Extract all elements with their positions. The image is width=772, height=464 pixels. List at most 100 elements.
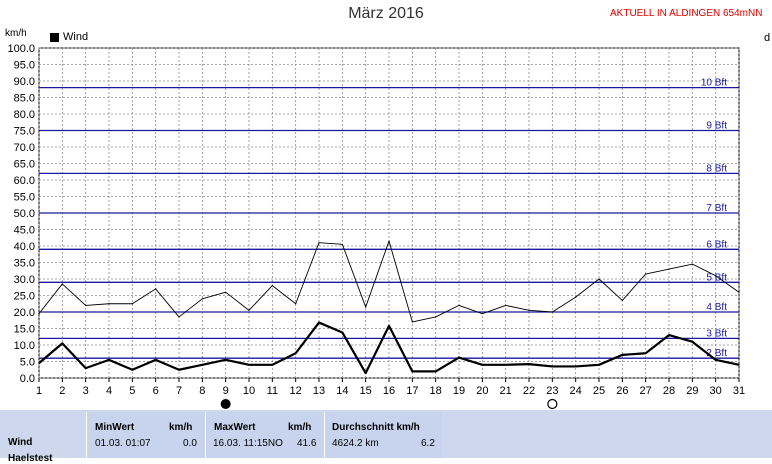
stats-row-label-2: Haelstest xyxy=(8,453,53,464)
x-tick-label: 28 xyxy=(663,385,675,397)
beaufort-label: 3 Bft xyxy=(706,328,727,339)
data-point-gust xyxy=(621,299,623,302)
beaufort-label: 7 Bft xyxy=(706,203,727,214)
y-axis-unit: km/h xyxy=(5,28,27,39)
x-tick-label: 6 xyxy=(153,385,159,397)
right-panel-fragment: d xyxy=(764,32,771,44)
x-tick-label: 29 xyxy=(686,385,698,397)
data-point-gust xyxy=(61,283,63,285)
y-tick-label: 85.0 xyxy=(14,93,35,105)
x-tick-label: 7 xyxy=(176,385,182,397)
beaufort-label: 5 Bft xyxy=(706,272,727,283)
x-tick-label: 12 xyxy=(290,385,302,397)
data-point-wind xyxy=(318,321,320,324)
data-point-gust xyxy=(738,291,740,293)
y-tick-label: 60.0 xyxy=(14,175,35,187)
x-tick-label: 8 xyxy=(199,385,205,397)
data-point-gust xyxy=(691,263,693,265)
x-tick-label: 20 xyxy=(476,385,488,397)
data-point-wind xyxy=(225,359,227,361)
data-point-gust xyxy=(528,309,530,311)
stats-panel: Wind Haelstest MinWert km/h 01.03. 01:07… xyxy=(0,410,772,464)
legend: Wind xyxy=(50,31,88,43)
avg-value: 6.2 xyxy=(421,438,435,449)
data-point-wind xyxy=(551,365,553,368)
min-value: 0.0 xyxy=(183,438,197,449)
data-point-wind xyxy=(458,356,460,359)
data-point-wind xyxy=(715,359,717,361)
data-point-wind xyxy=(248,364,250,366)
x-tick-label: 1 xyxy=(36,385,42,397)
full-moon-icon xyxy=(547,398,558,410)
y-tick-label: 95.0 xyxy=(14,60,35,72)
data-point-gust xyxy=(38,313,40,315)
data-point-wind xyxy=(598,364,600,366)
y-tick-label: 20.0 xyxy=(14,307,35,319)
x-tick-label: 18 xyxy=(430,385,442,397)
y-tick-label: 35.0 xyxy=(14,258,35,270)
data-point-wind xyxy=(645,352,647,354)
data-point-gust xyxy=(225,291,227,293)
data-point-wind xyxy=(155,359,157,361)
min-header: MinWert xyxy=(95,422,135,433)
data-point-wind xyxy=(295,352,297,354)
y-tick-label: 0.0 xyxy=(20,373,35,385)
data-point-gust xyxy=(85,304,87,306)
data-point-gust xyxy=(715,275,717,277)
data-point-wind xyxy=(85,367,87,369)
y-tick-label: 30.0 xyxy=(14,274,35,286)
avg-box: Durchschnitt km/h 4624.2 km 6.2 xyxy=(324,412,442,458)
data-point-gust xyxy=(645,273,647,275)
data-point-wind xyxy=(435,370,437,372)
data-point-gust xyxy=(668,268,670,270)
data-point-wind xyxy=(575,365,577,368)
y-tick-label: 55.0 xyxy=(14,192,35,204)
data-point-gust xyxy=(178,316,180,318)
data-point-gust xyxy=(295,303,297,305)
beaufort-label: 8 Bft xyxy=(706,163,727,174)
data-point-wind xyxy=(365,372,367,374)
y-tick-label: 90.0 xyxy=(14,76,35,88)
x-tick-label: 23 xyxy=(546,385,558,397)
data-point-gust xyxy=(481,313,483,315)
x-tick-label: 19 xyxy=(453,385,465,397)
data-point-gust xyxy=(575,296,577,298)
data-point-wind xyxy=(411,370,413,372)
y-tick-label: 5.0 xyxy=(20,357,35,369)
data-point-gust xyxy=(248,309,250,311)
live-station-label[interactable]: AKTUELL IN ALDINGEN 654mNN xyxy=(610,8,763,19)
y-tick-label: 25.0 xyxy=(14,291,35,303)
y-tick-label: 65.0 xyxy=(14,159,35,171)
x-tick-label: 17 xyxy=(406,385,418,397)
y-tick-label: 50.0 xyxy=(14,208,35,220)
data-point-wind xyxy=(481,364,483,366)
x-tick-label: 25 xyxy=(593,385,605,397)
x-tick-label: 27 xyxy=(640,385,652,397)
data-point-gust xyxy=(131,303,133,305)
data-point-wind xyxy=(668,334,670,336)
max-date: 16.03. 11:15NO xyxy=(213,438,283,449)
max-unit: km/h xyxy=(288,422,312,433)
x-tick-label: 15 xyxy=(360,385,372,397)
data-point-wind xyxy=(388,325,390,327)
max-box: MaxWert km/h 16.03. 11:15NO 41.6 xyxy=(205,412,324,458)
x-tick-label: 24 xyxy=(570,385,582,397)
data-point-gust xyxy=(365,306,367,308)
data-point-wind xyxy=(201,364,203,366)
data-point-gust xyxy=(318,242,320,244)
y-tick-label: 10.0 xyxy=(14,340,35,352)
legend-label: Wind xyxy=(63,31,89,43)
data-point-gust xyxy=(155,288,157,290)
data-point-wind xyxy=(621,354,623,356)
data-point-wind xyxy=(61,342,63,344)
data-point-wind xyxy=(131,369,133,371)
data-point-gust xyxy=(411,321,413,323)
y-tick-label: 80.0 xyxy=(14,109,35,121)
data-point-wind xyxy=(528,363,530,365)
beaufort-label: 4 Bft xyxy=(706,302,727,313)
min-box: MinWert km/h 01.03. 01:07 0.0 xyxy=(86,412,205,458)
data-point-wind xyxy=(271,364,273,366)
x-tick-label: 10 xyxy=(243,385,255,397)
data-point-wind xyxy=(738,364,740,366)
data-point-gust xyxy=(458,304,460,306)
